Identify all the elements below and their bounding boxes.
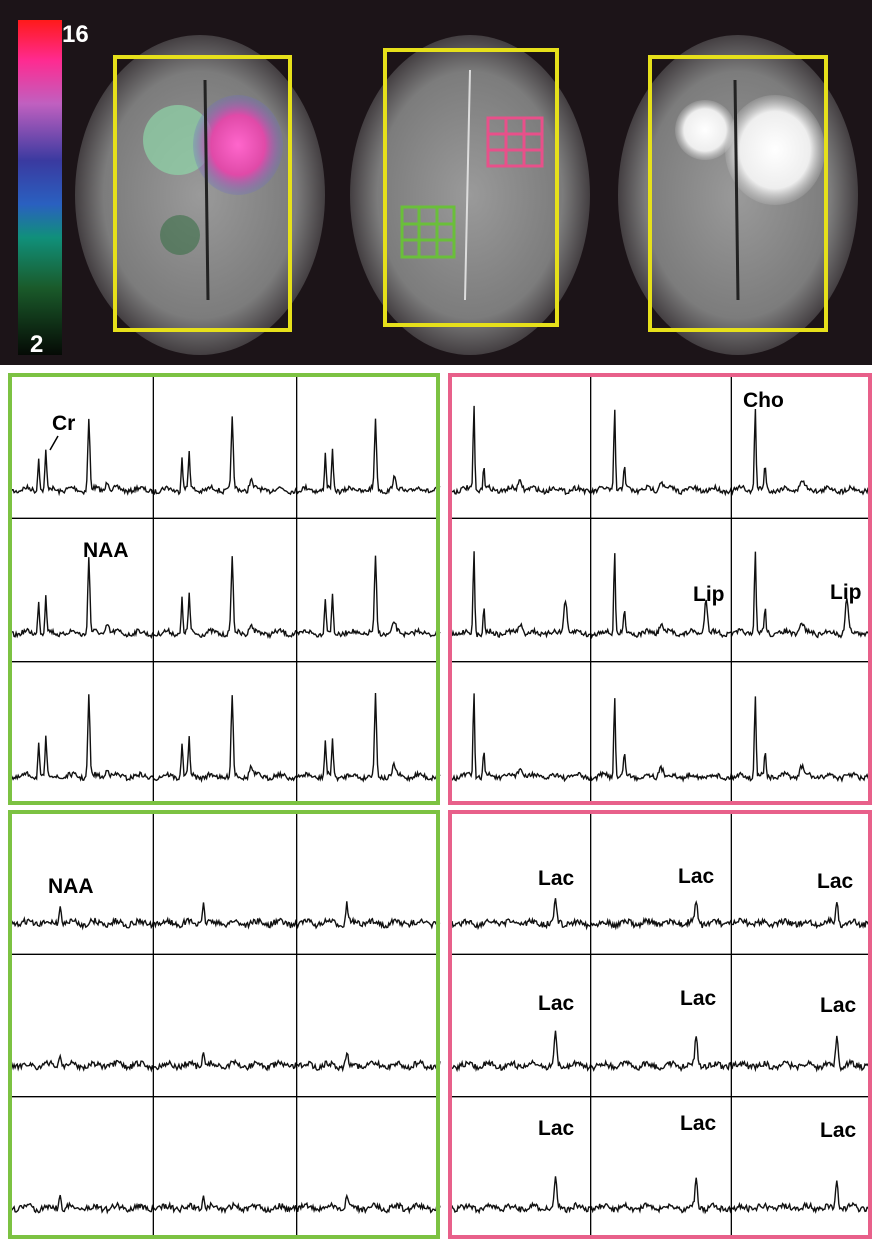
peak-label: Lac bbox=[538, 867, 575, 890]
panel-frame bbox=[450, 375, 870, 803]
spectrum bbox=[450, 1031, 591, 1070]
peak-label: Lac bbox=[817, 870, 854, 893]
spectrum bbox=[153, 556, 296, 637]
spectrum bbox=[153, 416, 296, 494]
peak-label: Lac bbox=[538, 992, 575, 1015]
spectrum bbox=[10, 1056, 153, 1070]
spectrum bbox=[153, 1196, 296, 1213]
spectra bbox=[10, 375, 872, 1239]
pointer bbox=[50, 436, 58, 450]
peak-label: Cr bbox=[52, 412, 75, 435]
colorbar bbox=[18, 20, 62, 355]
spectrum bbox=[450, 693, 591, 780]
spectrum bbox=[297, 419, 440, 494]
peak-label: NAA bbox=[83, 539, 129, 562]
spectrum bbox=[591, 902, 732, 928]
spectrum bbox=[297, 901, 440, 928]
spectrum bbox=[10, 419, 153, 494]
colorbar-min: 2 bbox=[30, 331, 43, 358]
peak-label: Lac bbox=[680, 1112, 717, 1135]
spectrum bbox=[153, 695, 296, 780]
spectrum bbox=[731, 696, 872, 780]
spectrum bbox=[10, 694, 153, 780]
peak-label: Lac bbox=[820, 994, 857, 1017]
peak-label: NAA bbox=[48, 875, 94, 898]
mri-slices bbox=[75, 35, 858, 355]
spectrum bbox=[591, 1178, 732, 1213]
brain-slice bbox=[75, 35, 325, 355]
peak-label: Lip bbox=[693, 583, 725, 606]
spectrum bbox=[731, 1181, 872, 1212]
spectrum bbox=[450, 551, 591, 637]
spectrum bbox=[731, 902, 872, 927]
spectrum bbox=[10, 1195, 153, 1213]
spectrum bbox=[731, 1036, 872, 1070]
spectrum bbox=[10, 906, 153, 928]
peak-label: Lac bbox=[820, 1119, 857, 1142]
spectrum bbox=[591, 410, 732, 494]
colorbar-max: 16 bbox=[62, 21, 89, 48]
peak-label: Lac bbox=[680, 987, 717, 1010]
spectrum bbox=[450, 406, 591, 494]
spectrum bbox=[731, 409, 872, 494]
spectrum bbox=[297, 556, 440, 637]
hyperintensity bbox=[725, 95, 825, 205]
spectrum bbox=[450, 898, 591, 928]
peak-labels: Cr NAA Cho Lip Lip NAA Lac Lac Lac Lac L… bbox=[48, 389, 862, 1142]
panel-frame bbox=[450, 812, 870, 1237]
peak-label: Cho bbox=[743, 389, 784, 412]
spectrum bbox=[450, 1176, 591, 1212]
spectrum bbox=[153, 903, 296, 929]
spectrum bbox=[591, 1036, 732, 1070]
spectrum bbox=[297, 1053, 440, 1070]
spectrum bbox=[297, 693, 440, 781]
overlay bbox=[160, 215, 200, 255]
peak-label: Lac bbox=[538, 1117, 575, 1140]
spectrum bbox=[10, 557, 153, 637]
figure: 16 2 Cr NAA Cho Lip Lip NAA Lac Lac Lac … bbox=[0, 0, 872, 1239]
spectrum bbox=[591, 698, 732, 780]
peak-label: Lac bbox=[678, 865, 715, 888]
spectrum bbox=[297, 1196, 440, 1213]
peak-label: Lip bbox=[830, 581, 862, 604]
spectrum bbox=[153, 1052, 296, 1070]
